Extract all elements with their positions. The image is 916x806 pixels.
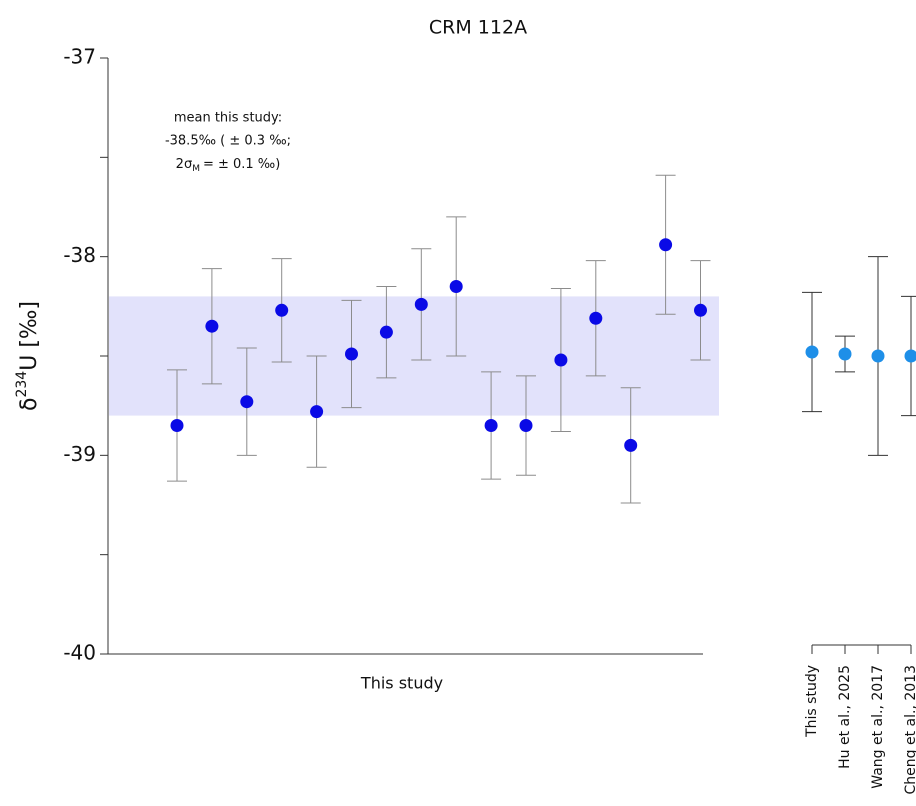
point bbox=[345, 347, 358, 361]
point bbox=[904, 349, 916, 363]
x-tick-label: Cheng et al., 2013 bbox=[903, 665, 916, 794]
point bbox=[449, 279, 463, 293]
point bbox=[694, 303, 707, 317]
point bbox=[871, 349, 885, 363]
annotation: mean this study: bbox=[174, 111, 282, 126]
point bbox=[205, 319, 219, 333]
annotation: -38.5‰ ( ± 0.3 ‰; bbox=[165, 134, 291, 149]
point bbox=[310, 405, 324, 419]
point bbox=[624, 438, 638, 452]
point bbox=[484, 419, 498, 433]
x-tick-label: Hu et al., 2025 bbox=[837, 665, 853, 769]
chart-title: CRM 112A bbox=[429, 17, 527, 39]
point bbox=[805, 345, 819, 359]
y-label-rest: U [‰] bbox=[17, 301, 42, 371]
point bbox=[659, 238, 673, 252]
point bbox=[379, 325, 393, 339]
y-axis-label: δ234U [‰] bbox=[14, 301, 42, 411]
sigma-sub: M bbox=[192, 164, 200, 174]
y-label-sup: 234 bbox=[14, 371, 30, 398]
point bbox=[240, 395, 254, 409]
point bbox=[554, 353, 568, 367]
point bbox=[414, 297, 428, 311]
point bbox=[170, 419, 184, 433]
x-axis-label: This study bbox=[360, 674, 443, 693]
y-tick-label: -37 bbox=[63, 45, 96, 69]
point bbox=[275, 303, 289, 317]
y-tick-label: -40 bbox=[63, 641, 96, 665]
x-tick-label: Wang et al., 2017 bbox=[870, 665, 886, 789]
y-label-prefix: δ bbox=[17, 398, 42, 411]
sigma-rest: = ± 0.1 ‰) bbox=[203, 157, 280, 172]
sigma: 2σ bbox=[176, 157, 193, 172]
annotation: 2σM = ± 0.1 ‰) bbox=[176, 157, 281, 174]
point bbox=[589, 311, 603, 325]
point bbox=[838, 347, 852, 361]
y-tick-label: -39 bbox=[63, 442, 96, 466]
x-tick-label: This study bbox=[804, 665, 820, 738]
mean-band bbox=[109, 296, 719, 416]
y-tick-label: -38 bbox=[63, 243, 96, 267]
point bbox=[519, 419, 533, 433]
